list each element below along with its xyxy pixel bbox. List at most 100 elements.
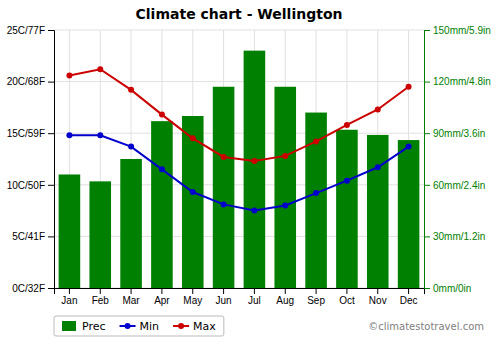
- tick: Jul: [248, 288, 261, 306]
- legend-item: Min: [120, 320, 160, 333]
- tick-label: Feb: [92, 295, 110, 306]
- tick: 0C/32F: [12, 283, 54, 294]
- tick-mark: [100, 288, 101, 294]
- tick-label: Jul: [248, 295, 261, 306]
- tick-mark: [48, 133, 54, 134]
- marker: [159, 166, 165, 172]
- marker: [251, 208, 257, 214]
- legend-marker: [178, 323, 184, 329]
- bar: [305, 113, 327, 288]
- marker: [221, 154, 227, 160]
- marker: [313, 138, 319, 144]
- tick-mark: [48, 288, 54, 289]
- tick-mark: [424, 82, 430, 83]
- marker: [128, 87, 134, 93]
- tick-mark: [316, 288, 317, 294]
- tick-label: 90mm/3.6in: [433, 128, 485, 139]
- grid: [54, 30, 424, 288]
- tick-mark: [69, 288, 70, 294]
- tick-label: Nov: [369, 295, 387, 306]
- tick-mark: [223, 288, 224, 294]
- tick: Jan: [61, 288, 77, 306]
- marker: [406, 144, 412, 150]
- bar: [367, 135, 389, 288]
- tick-label: 30mm/1.2in: [433, 231, 485, 242]
- bar: [244, 51, 266, 288]
- tick-mark: [346, 288, 347, 294]
- tick: Sep: [307, 288, 325, 306]
- tick: 90mm/3.6in: [424, 128, 485, 139]
- tick: 30mm/1.2in: [424, 231, 485, 242]
- y2-axis: 0mm/0in 30mm/1.2in 60mm/2.4in 90mm/3.6in 120…: [424, 25, 491, 294]
- tick-mark: [48, 236, 54, 237]
- marker: [313, 190, 319, 196]
- tick-label: 150mm/5.9in: [433, 25, 491, 36]
- tick-label: 60mm/2.4in: [433, 180, 485, 191]
- marker: [190, 135, 196, 141]
- annotation: ©climatestotravel.com: [368, 321, 484, 332]
- tick-label: Jan: [61, 295, 77, 306]
- tick-mark: [377, 288, 378, 294]
- bar: [151, 121, 173, 288]
- axis-line: [48, 31, 55, 289]
- tick: 20C/68F: [7, 76, 54, 87]
- tick-mark: [48, 82, 54, 83]
- tick-mark: [424, 288, 430, 289]
- legend-item: Prec: [62, 320, 106, 333]
- tick-label: 5C/41F: [12, 231, 45, 242]
- tick-mark: [285, 288, 286, 294]
- x-axis: JanFebMarAprMayJunJulAugSepOctNovDec: [55, 288, 425, 306]
- tick: 10C/50F: [7, 180, 54, 191]
- tick: 150mm/5.9in: [424, 25, 491, 36]
- marker: [221, 201, 227, 207]
- tick-mark: [48, 30, 54, 31]
- grid-line-y: [54, 81, 424, 82]
- tick-mark: [424, 133, 430, 134]
- tick: Mar: [122, 288, 140, 306]
- bar: [336, 130, 358, 288]
- marker: [375, 106, 381, 112]
- tick-mark: [408, 288, 409, 294]
- tick: 15C/59F: [7, 128, 54, 139]
- tick: 0mm/0in: [424, 283, 471, 294]
- tick: 120mm/4.8in: [424, 76, 491, 87]
- tick-label: Oct: [339, 295, 355, 306]
- marker: [282, 153, 288, 159]
- marks: [59, 51, 420, 288]
- marker: [406, 84, 412, 90]
- axis-line: [425, 31, 431, 289]
- marker: [344, 122, 350, 128]
- tick-label: Apr: [154, 295, 170, 306]
- tick-mark: [424, 185, 430, 186]
- tick-mark: [424, 236, 430, 237]
- bar-series: [59, 51, 420, 288]
- legend-label: Max: [193, 320, 216, 333]
- tick: 60mm/2.4in: [424, 180, 485, 191]
- tick-mark: [192, 288, 193, 294]
- tick: Nov: [369, 288, 387, 306]
- grid-line-y: [54, 133, 424, 134]
- marker: [66, 72, 72, 78]
- tick-mark: [424, 30, 430, 31]
- line: [69, 135, 408, 210]
- marker: [190, 189, 196, 195]
- tick-label: 0C/32F: [12, 283, 45, 294]
- marker: [159, 112, 165, 118]
- marker: [97, 132, 103, 138]
- legend-frame: [54, 316, 224, 336]
- tick-mark: [161, 288, 162, 294]
- tick-label: Jun: [216, 295, 232, 306]
- tick: Apr: [154, 288, 170, 306]
- bar: [213, 87, 235, 288]
- tick: May: [183, 288, 202, 306]
- tick: 5C/41F: [12, 231, 54, 242]
- marker: [97, 66, 103, 72]
- tick-label: 10C/50F: [7, 180, 45, 191]
- bar: [274, 87, 296, 288]
- marker: [375, 164, 381, 170]
- tick-mark: [131, 288, 132, 294]
- tick-label: 25C/77F: [7, 25, 45, 36]
- marker: [344, 178, 350, 184]
- tick: Dec: [400, 288, 418, 306]
- tick-label: 15C/59F: [7, 128, 45, 139]
